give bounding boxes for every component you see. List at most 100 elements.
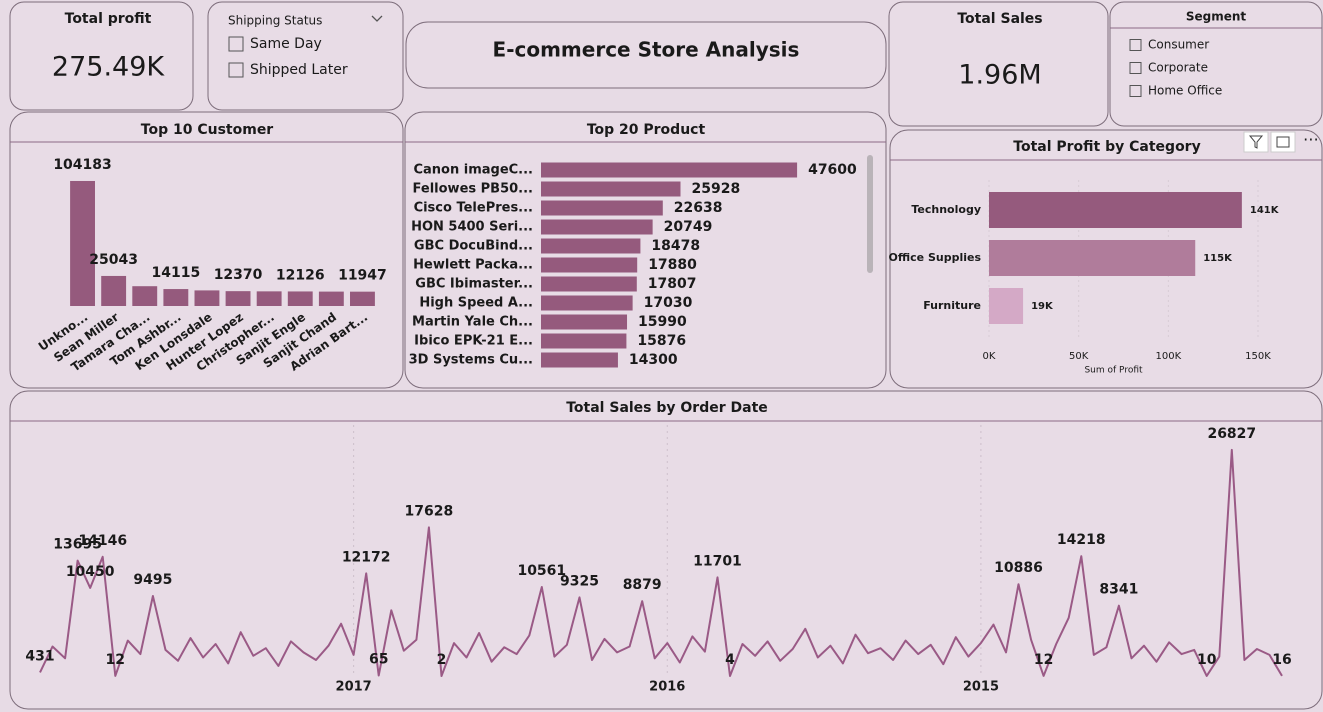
data-label: 17628 [405, 503, 454, 519]
bar [225, 291, 251, 306]
y-tick-label: Cisco TelePres... [414, 201, 533, 216]
focus-icon[interactable] [1270, 131, 1296, 153]
x-tick-label: 50K [1069, 351, 1089, 362]
slicer-title: Shipping Status [228, 14, 322, 28]
y-tick-label: Hewlett Packa... [413, 258, 533, 273]
y-tick-label: Martin Yale Ch... [412, 315, 533, 330]
data-label: 141K [1250, 205, 1280, 216]
x-tick-label: 2015 [963, 680, 999, 695]
checkbox[interactable] [228, 36, 244, 52]
data-label: 8341 [1099, 582, 1138, 598]
card-panel [9, 1, 194, 111]
checkbox[interactable] [1129, 62, 1142, 74]
data-label: 10561 [517, 563, 566, 579]
data-label: 47600 [808, 162, 857, 178]
slicer-panel [1109, 1, 1323, 127]
x-tick-label: 0K [983, 351, 996, 362]
slicer-option[interactable]: Consumer [1148, 38, 1209, 52]
x-tick-label: 150K [1245, 351, 1271, 362]
sales-line [39, 448, 1283, 677]
y-tick-label: 3D Systems Cu... [409, 353, 533, 368]
data-label: 15990 [638, 314, 687, 330]
slicer-option[interactable]: Same Day [250, 36, 322, 52]
bar [541, 257, 638, 273]
data-label: 9495 [133, 572, 172, 588]
data-label: 12370 [214, 267, 263, 283]
data-label: 14300 [629, 352, 678, 368]
y-tick-label: Office Supplies [889, 251, 982, 264]
y-tick-label: Fellowes PB50... [413, 182, 533, 197]
checkbox[interactable] [1129, 39, 1142, 51]
slicer-panel [207, 1, 404, 111]
y-tick-label: Technology [911, 203, 981, 216]
bar [541, 314, 628, 330]
filter-glyph [1248, 135, 1264, 149]
card-label: Total profit [65, 11, 152, 27]
bar [132, 286, 158, 306]
bar [318, 291, 344, 306]
bar [541, 333, 627, 349]
data-label: 25928 [691, 181, 740, 197]
chart-title: Top 20 Product [587, 122, 706, 138]
bar [541, 200, 663, 216]
data-label: 10886 [994, 560, 1043, 576]
card-value: 1.96M [958, 60, 1041, 91]
filter-icon[interactable] [1243, 131, 1269, 153]
slicer-option[interactable]: Shipped Later [250, 62, 348, 78]
data-label: 26827 [1207, 426, 1256, 442]
card-panel [888, 1, 1109, 127]
bar [989, 240, 1196, 276]
bar [163, 289, 189, 306]
dropdown-chevron[interactable] [371, 15, 383, 22]
data-label: 2 [437, 652, 447, 668]
checkbox[interactable] [228, 62, 244, 78]
bar [541, 162, 798, 178]
card-label: Total Sales [957, 11, 1042, 27]
data-label: 22638 [674, 200, 723, 216]
x-tick-label: 2016 [649, 680, 685, 695]
chart-title: Top 10 Customer [141, 122, 274, 138]
data-label: 14146 [78, 533, 127, 549]
data-label: 431 [25, 648, 54, 664]
slicer-option[interactable]: Corporate [1148, 61, 1208, 75]
data-label: 10450 [66, 564, 115, 580]
more-icon[interactable]: ⋯ [1303, 130, 1319, 149]
data-label: 4 [725, 652, 735, 668]
data-label: 15876 [637, 333, 686, 349]
checkbox[interactable] [1129, 85, 1142, 97]
data-label: 19K [1031, 301, 1054, 312]
bar [70, 180, 95, 306]
data-label: 11947 [338, 268, 387, 284]
data-label: 115K [1203, 253, 1233, 264]
y-tick-label: High Speed A... [419, 296, 533, 311]
x-axis-label: Sum of Profit [1084, 366, 1143, 376]
bar [989, 288, 1024, 324]
y-tick-label: Ibico EPK-21 E... [414, 334, 533, 349]
slicer-option[interactable]: Home Office [1148, 84, 1222, 98]
data-label: 9325 [560, 573, 599, 589]
bar [541, 219, 653, 235]
scrollbar[interactable] [867, 155, 873, 273]
data-label: 104183 [53, 157, 111, 173]
bar [256, 291, 282, 306]
y-tick-label: HON 5400 Seri... [411, 220, 533, 235]
data-label: 17880 [648, 257, 697, 273]
chart-title: Total Sales by Order Date [566, 400, 768, 416]
data-label: 8879 [623, 577, 662, 593]
dashboard-title: E-commerce Store Analysis [493, 38, 800, 62]
y-tick-label: GBC Ibimaster... [415, 277, 533, 292]
y-tick-label: GBC DocuBind... [414, 239, 533, 254]
data-label: 12126 [276, 267, 325, 283]
data-label: 17030 [644, 295, 693, 311]
slicer-title: Segment [1186, 10, 1247, 24]
bar [989, 192, 1242, 228]
bar [350, 291, 375, 306]
data-label: 12 [106, 652, 125, 668]
data-label: 12172 [342, 549, 391, 565]
data-label: 16 [1272, 652, 1291, 668]
card-value: 275.49K [52, 52, 165, 83]
x-tick-label: 100K [1156, 351, 1182, 362]
data-label: 12 [1034, 652, 1053, 668]
x-tick-label: 2017 [336, 680, 372, 695]
